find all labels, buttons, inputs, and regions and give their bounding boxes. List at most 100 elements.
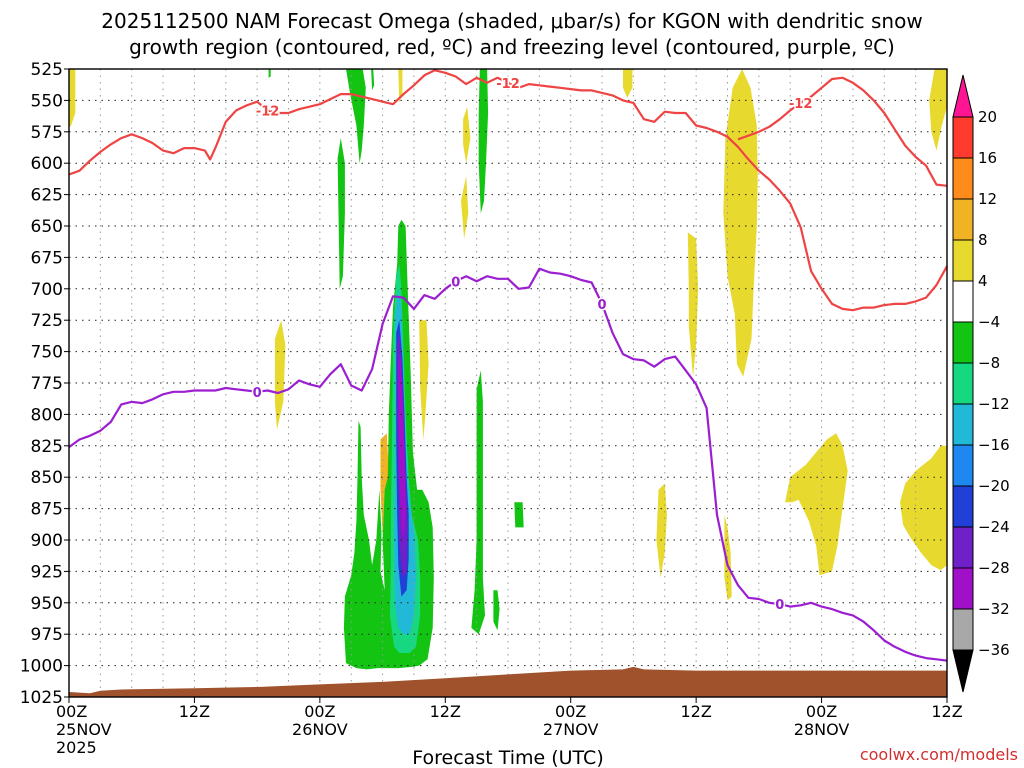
y-tick-label: 525 [31, 60, 63, 80]
omega-region-9 [723, 69, 758, 377]
x-tick-label: 12Z [430, 702, 461, 721]
y-tick-label: 1025 [20, 688, 63, 708]
colorbar-label: −12 [978, 395, 1010, 413]
chart-title-line-2: growth region (contoured, red, ºC) and f… [129, 35, 895, 59]
omega-region-17 [346, 69, 366, 164]
colorbar-label: 12 [978, 190, 997, 208]
colorbar-swatch [952, 567, 974, 610]
colorbar-swatch [952, 198, 974, 241]
contour-label-5: 0 [598, 298, 607, 313]
colorbar-swatch [952, 444, 974, 487]
y-tick-label: 825 [31, 437, 63, 457]
contour-label-3: 0 [253, 386, 262, 401]
omega-region-10 [724, 514, 732, 601]
x-tick-label: 00Z [555, 702, 586, 721]
colorbar-swatch [952, 321, 974, 364]
colorbar-swatch [952, 608, 974, 651]
omega-region-0 [69, 69, 76, 128]
y-tick-label: 850 [31, 468, 63, 488]
omega-region-3 [463, 106, 471, 164]
omega-region-11 [785, 433, 848, 576]
colorbar-swatch [952, 239, 974, 282]
y-tick-label: 1000 [20, 657, 63, 677]
omega-region-7 [656, 483, 667, 578]
omega-region-13 [900, 445, 947, 571]
x-axis-label: Forecast Time (UTC) [412, 747, 603, 768]
colorbar-label: −20 [978, 477, 1010, 495]
y-tick-label: 775 [31, 374, 63, 394]
chart-title-line-1: 2025112500 NAM Forecast Omega (shaded, μ… [101, 9, 922, 33]
x-tick-date: 28NOV [794, 720, 850, 739]
x-tick-year: 2025 [56, 738, 97, 757]
colorbar-label: 4 [978, 272, 988, 290]
colorbar-top-arrow [952, 74, 974, 118]
omega-region-4 [461, 175, 469, 239]
colorbar-label: 20 [978, 108, 997, 126]
x-tick-date: 26NOV [292, 720, 348, 739]
x-tick-date: 27NOV [543, 720, 599, 739]
colorbar-label: −32 [978, 600, 1010, 618]
colorbar-label: 8 [978, 231, 988, 249]
y-tick-label: 950 [31, 594, 63, 614]
contour-line-1 [737, 76, 948, 187]
colorbar: 20 16 12 8 4 −4 −8 −12 −16 −20 −24 −28 −32 −36 [952, 74, 1010, 693]
y-tick-label: 675 [31, 248, 63, 268]
contour-label-1: -12 [496, 77, 520, 92]
omega-region-1 [274, 320, 286, 430]
terrain-layer [69, 666, 947, 697]
contour-line-2 [68, 267, 948, 662]
omega-region-5 [419, 320, 429, 440]
colorbar-swatch [952, 485, 974, 528]
colorbar-swatch [952, 280, 974, 323]
colorbar-label: −8 [978, 354, 1000, 372]
colorbar-label: −24 [978, 518, 1010, 536]
colorbar-swatch [952, 116, 974, 159]
omega-region-18 [371, 69, 375, 91]
colorbar-label: 16 [978, 149, 997, 167]
colorbar-label: −4 [978, 313, 1000, 331]
y-axis: 525 550 575 600 625 650 675 700 725 750 775 800 825 8… [20, 60, 69, 708]
omega-region-8 [687, 232, 699, 377]
contour-label-0: -12 [256, 104, 280, 119]
colorbar-swatch [952, 403, 974, 446]
colorbar-label: −36 [978, 641, 1010, 659]
colorbar-swatch [952, 526, 974, 569]
y-tick-label: 550 [31, 91, 63, 111]
omega-region-15 [268, 69, 271, 78]
y-tick-label: 725 [31, 311, 63, 331]
y-tick-label: 650 [31, 217, 63, 237]
y-tick-label: 875 [31, 500, 63, 520]
omega-region-6 [623, 69, 633, 98]
omega-region-2 [398, 69, 403, 103]
x-tick-label: 00Z [304, 702, 335, 721]
y-tick-label: 975 [31, 625, 63, 645]
omega-region-12 [929, 69, 947, 151]
credit-text: coolwx.com/models [860, 745, 1018, 764]
colorbar-label: −28 [978, 559, 1010, 577]
y-tick-label: 925 [31, 562, 63, 582]
y-tick-label: 800 [31, 405, 63, 425]
x-tick-label: 12Z [680, 702, 711, 721]
omega-region-19 [478, 69, 489, 214]
y-tick-label: 600 [31, 154, 63, 174]
grid-layer [69, 68, 947, 698]
omega-region-21 [471, 370, 485, 635]
colorbar-bottom-arrow [952, 649, 974, 693]
colorbar-label: −16 [978, 436, 1010, 454]
contour-line-0 [68, 69, 948, 312]
colorbar-swatch [952, 362, 974, 405]
x-tick-label: 12Z [179, 702, 210, 721]
y-tick-label: 900 [31, 531, 63, 551]
omega-region-20 [514, 502, 524, 528]
y-tick-label: 700 [31, 280, 63, 300]
omega-region-22 [493, 590, 500, 631]
y-tick-label: 625 [31, 186, 63, 206]
y-tick-label: 575 [31, 123, 63, 143]
x-tick-label: 00Z [806, 702, 837, 721]
x-tick-date: 25NOV [56, 720, 112, 739]
contour-label-6: 0 [775, 598, 784, 613]
plot-area: -12 -12 -12 0 0 0 0 [68, 68, 948, 698]
contour-label-4: 0 [451, 275, 460, 290]
